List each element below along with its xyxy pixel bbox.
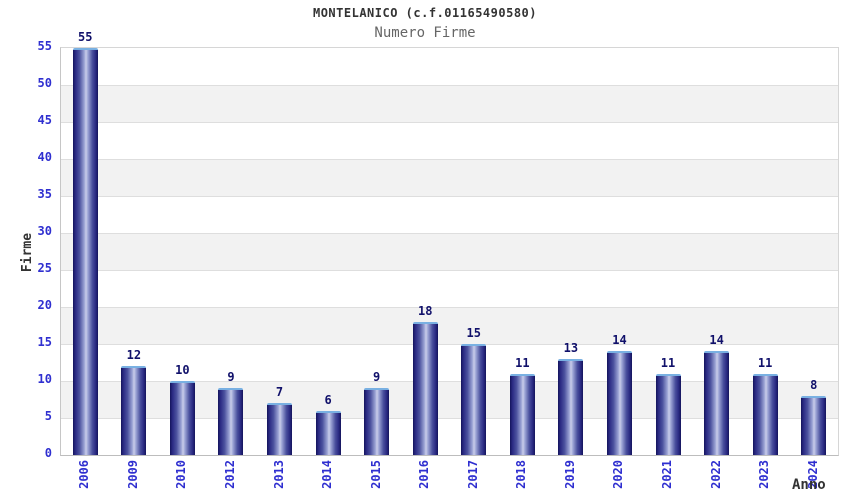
bar: [169, 381, 195, 455]
chart-subtitle: Numero Firme: [374, 25, 476, 41]
bar-value-label: 8: [810, 378, 818, 392]
gridline: [61, 233, 838, 234]
x-tick-label: 2021: [660, 460, 675, 489]
y-tick-label: 25: [37, 261, 52, 275]
x-axis-title: Anno: [792, 477, 826, 493]
gridline: [61, 418, 838, 419]
y-tick-label: 10: [37, 372, 52, 386]
bar-value-label: 18: [417, 304, 433, 318]
bar: [121, 366, 147, 455]
x-tick-label: 2015: [368, 460, 383, 489]
x-tick-label: 2010: [174, 460, 189, 489]
bar: [461, 344, 487, 455]
y-tick-label: 5: [44, 409, 52, 423]
band: [61, 233, 838, 270]
x-tick-label: 2022: [708, 460, 723, 489]
x-axis: 2006 2009 2010 2012 2013 2014 2015 2016 2017 2018…: [60, 460, 839, 500]
y-tick-label: 30: [37, 224, 52, 238]
bar: [364, 388, 390, 455]
bar-value-label: 6: [324, 393, 332, 407]
bar-value-label: 13: [563, 341, 579, 355]
x-tick-label: 2013: [271, 460, 286, 489]
band: [61, 122, 838, 159]
bar-value-label: 9: [373, 370, 381, 384]
x-tick-label: 2019: [562, 460, 577, 489]
band: [61, 196, 838, 233]
bar: [72, 48, 98, 455]
y-tick-label: 45: [37, 113, 52, 127]
bar-value-label: 10: [175, 363, 190, 377]
bar: [606, 351, 632, 455]
band: [61, 159, 838, 196]
bar: [509, 374, 535, 455]
y-tick-label: 40: [37, 150, 52, 164]
bar: [558, 359, 584, 455]
x-tick-label: 2006: [77, 460, 92, 489]
bar-value-label: 11: [660, 356, 676, 370]
gridline: [61, 381, 838, 382]
bar-value-label: 11: [515, 356, 530, 370]
band: [61, 307, 838, 344]
bar: [704, 351, 730, 455]
chart-title: MONTELANICO (c.f.01165490580): [312, 6, 537, 20]
x-tick-label: 2017: [465, 460, 480, 489]
bar-value-label: 14: [612, 333, 627, 347]
bar-value-label: 9: [227, 370, 235, 384]
gridline: [61, 85, 838, 86]
gridline: [61, 196, 838, 197]
bar-value-label: 7: [275, 385, 284, 399]
y-tick-label: 20: [37, 298, 52, 312]
bar-value-label: 15: [466, 326, 482, 340]
bar-value-label: 14: [709, 333, 724, 347]
bar-value-label: 55: [78, 30, 93, 44]
plot-area: 55 12 10 9 7 6 9 18 15 11 13 14 11 14 11 8: [60, 30, 839, 456]
bar-value-label: 12: [126, 348, 142, 362]
band: [61, 270, 838, 307]
x-tick-label: 2020: [611, 460, 626, 489]
y-tick-label: 55: [37, 39, 52, 53]
bar: [218, 388, 244, 455]
y-tick-label: 50: [37, 76, 52, 90]
gridline: [61, 159, 838, 160]
bar: [412, 322, 438, 455]
bar: [267, 403, 293, 455]
bar: [315, 411, 341, 455]
gridline: [61, 307, 838, 308]
x-tick-label: 2009: [125, 460, 140, 489]
x-tick-label: 2016: [417, 460, 432, 489]
y-tick-label: 15: [37, 335, 52, 349]
x-tick-label: 2023: [757, 460, 772, 489]
y-tick-label: 35: [37, 187, 52, 201]
gridline: [61, 270, 838, 271]
band: [61, 85, 838, 122]
x-tick-label: 2018: [514, 460, 529, 489]
y-tick-label: 0: [44, 446, 52, 460]
x-tick-label: 2012: [222, 460, 237, 489]
gridline: [61, 122, 838, 123]
bar: [752, 374, 778, 455]
gridline: [61, 344, 838, 345]
x-tick-label: 2014: [320, 460, 335, 489]
bar-value-label: 11: [757, 356, 773, 370]
bar: [801, 396, 827, 455]
band: [61, 48, 838, 85]
bar: [655, 374, 681, 455]
